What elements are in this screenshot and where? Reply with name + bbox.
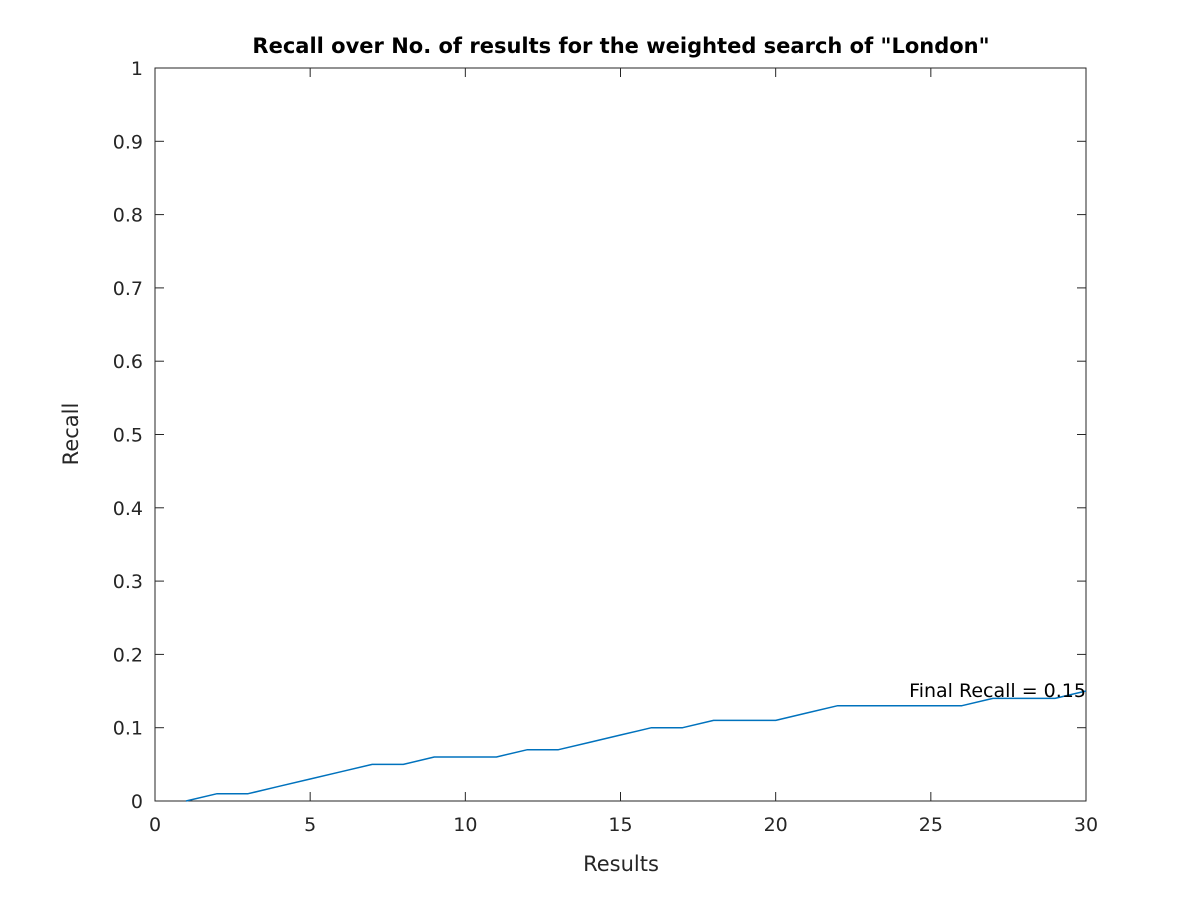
x-axis-label: Results	[583, 852, 659, 876]
y-tick-label: 0.3	[113, 571, 143, 593]
y-tick-label: 0.7	[113, 278, 143, 300]
x-tick-label: 5	[304, 814, 316, 836]
x-tick-label: 10	[453, 814, 477, 836]
chart-title: Recall over No. of results for the weigh…	[252, 34, 989, 58]
y-axis-label: Recall	[59, 403, 83, 466]
recall-series-line	[185, 690, 1087, 802]
y-tick-label: 0.2	[113, 644, 143, 666]
x-tick-label: 15	[608, 814, 632, 836]
y-tick-label: 1	[131, 58, 143, 80]
plot-area-frame	[154, 67, 1087, 802]
y-tick-label: 0.5	[113, 425, 143, 447]
annotation-layer: Final Recall = 0.15	[909, 680, 1086, 702]
y-tick-label: 0.9	[113, 131, 143, 153]
axis-ticks	[154, 67, 1087, 802]
x-tick-label: 20	[764, 814, 788, 836]
x-tick-label: 30	[1074, 814, 1098, 836]
y-tick-label: 0.8	[113, 205, 143, 227]
axis-tick-labels: 0 5 10 15 20 25 30 0 0.1 0.2 0.3 0.4 0.5 0.6 0.7 0.8 0.9…	[113, 58, 1098, 836]
y-tick-label: 0.1	[113, 718, 143, 740]
x-tick-label: 0	[149, 814, 161, 836]
final-recall-annotation: Final Recall = 0.15	[909, 680, 1086, 702]
y-tick-label: 0	[131, 791, 143, 813]
y-tick-label: 0.6	[113, 351, 143, 373]
y-tick-label: 0.4	[113, 498, 143, 520]
x-tick-label: 25	[919, 814, 943, 836]
series-layer	[185, 690, 1087, 802]
